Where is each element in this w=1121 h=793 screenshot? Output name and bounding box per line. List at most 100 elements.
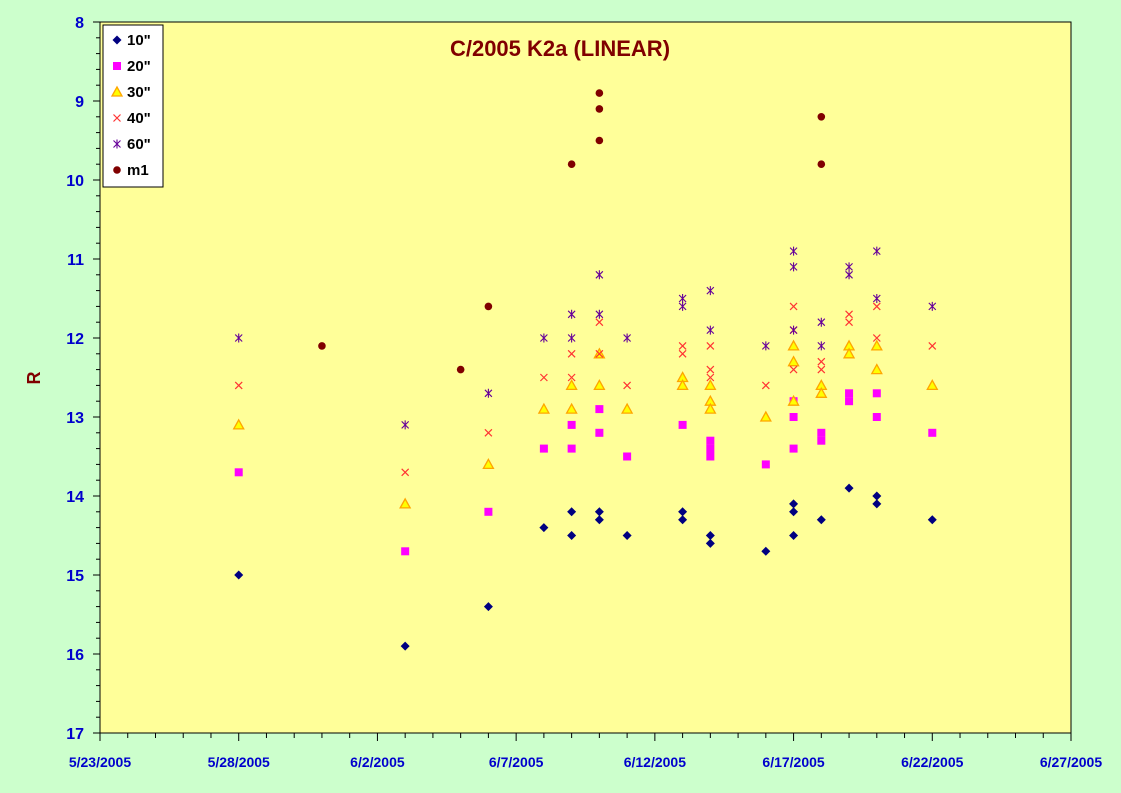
- data-point: [595, 105, 604, 113]
- data-point: [789, 531, 799, 540]
- data-point: [870, 339, 883, 351]
- data-point: [567, 309, 576, 319]
- data-point: [539, 373, 548, 382]
- data-point: [817, 365, 826, 374]
- data-point: [401, 420, 410, 430]
- data-point: [537, 402, 550, 414]
- legend-marker: [112, 35, 122, 45]
- data-point: [789, 499, 799, 509]
- legend-marker: [113, 114, 121, 122]
- data-point: [484, 507, 493, 516]
- x-tick-label: 6/22/2005: [901, 754, 963, 770]
- series-4: [234, 246, 937, 430]
- data-point: [399, 497, 412, 509]
- data-point: [927, 515, 937, 525]
- data-point: [539, 523, 549, 533]
- x-tick-label: 6/27/2005: [1040, 754, 1102, 770]
- x-tick-label: 6/17/2005: [762, 754, 824, 770]
- y-tick-label: 11: [67, 252, 84, 269]
- data-point: [761, 460, 770, 469]
- data-point: [842, 347, 856, 359]
- data-point: [845, 270, 853, 280]
- data-point: [400, 641, 410, 651]
- data-point: [565, 379, 578, 391]
- data-point: [789, 413, 798, 421]
- data-point: [872, 413, 881, 421]
- data-point: [845, 262, 853, 272]
- data-point: [817, 428, 826, 437]
- legend-label: 30": [127, 84, 151, 101]
- data-point: [704, 402, 717, 414]
- data-point: [595, 136, 604, 145]
- data-point: [928, 301, 937, 311]
- data-point: [401, 468, 410, 477]
- data-point: [706, 444, 715, 453]
- data-point: [567, 420, 576, 429]
- data-point: [845, 310, 853, 319]
- data-point: [706, 373, 715, 382]
- data-point: [705, 531, 715, 540]
- data-points: [232, 89, 939, 651]
- data-point: [787, 394, 800, 406]
- data-point: [817, 436, 826, 445]
- y-tick-label: 16: [66, 647, 84, 664]
- legend-box: [102, 24, 164, 188]
- data-point: [789, 246, 798, 256]
- y-tick-label: 15: [66, 568, 84, 585]
- series-2: [232, 339, 939, 509]
- data-point: [706, 341, 715, 350]
- data-point: [845, 389, 854, 398]
- data-point: [705, 538, 715, 548]
- data-point: [567, 531, 577, 540]
- plot-area: [99, 21, 1072, 734]
- data-point: [483, 602, 493, 612]
- data-point: [484, 388, 493, 398]
- data-point: [704, 379, 717, 391]
- legend-marker: [113, 166, 121, 174]
- data-point: [872, 302, 881, 311]
- axes: [99, 22, 1071, 734]
- x-axis-ticks: 5/23/2005 5/28/2005 6/2/2005 6/7/2005 6/12/2…: [69, 733, 1102, 770]
- data-point: [676, 379, 689, 391]
- data-point: [234, 333, 243, 343]
- data-point: [706, 286, 715, 296]
- data-point: [872, 389, 881, 398]
- data-point: [595, 349, 604, 358]
- data-point: [594, 515, 604, 525]
- legend-marker: [113, 62, 121, 70]
- data-point: [234, 468, 243, 477]
- data-point: [872, 246, 881, 256]
- data-point: [595, 89, 604, 97]
- data-point: [678, 341, 687, 350]
- data-point: [816, 515, 826, 525]
- y-axis-ticks: 8 9 10 11 12 13 14 15 16 17: [66, 15, 100, 743]
- data-point: [845, 397, 854, 406]
- y-tick-label: 8: [75, 15, 84, 32]
- legend-label: 40": [127, 110, 151, 127]
- data-point: [234, 381, 243, 390]
- data-point: [678, 301, 687, 311]
- x-tick-label: 5/28/2005: [208, 754, 270, 770]
- data-point: [567, 507, 577, 517]
- y-tick-label: 12: [66, 331, 84, 348]
- data-point: [817, 113, 826, 121]
- data-point: [595, 428, 604, 437]
- data-point: [678, 420, 687, 429]
- data-point: [567, 444, 576, 453]
- data-point: [845, 318, 853, 327]
- data-point: [817, 357, 826, 366]
- series-1: [234, 389, 937, 556]
- data-point: [815, 386, 828, 398]
- data-point: [565, 402, 578, 414]
- data-point: [789, 262, 798, 272]
- data-point: [926, 379, 939, 391]
- data-point: [623, 333, 632, 343]
- y-tick-label: 17: [66, 726, 84, 743]
- legend-marker: [110, 85, 124, 97]
- chart-title: C/2005 K2a (LINEAR): [450, 36, 670, 61]
- data-point: [539, 333, 548, 343]
- data-point: [622, 531, 632, 540]
- data-point: [789, 444, 798, 453]
- y-tick-label: 10: [66, 173, 84, 190]
